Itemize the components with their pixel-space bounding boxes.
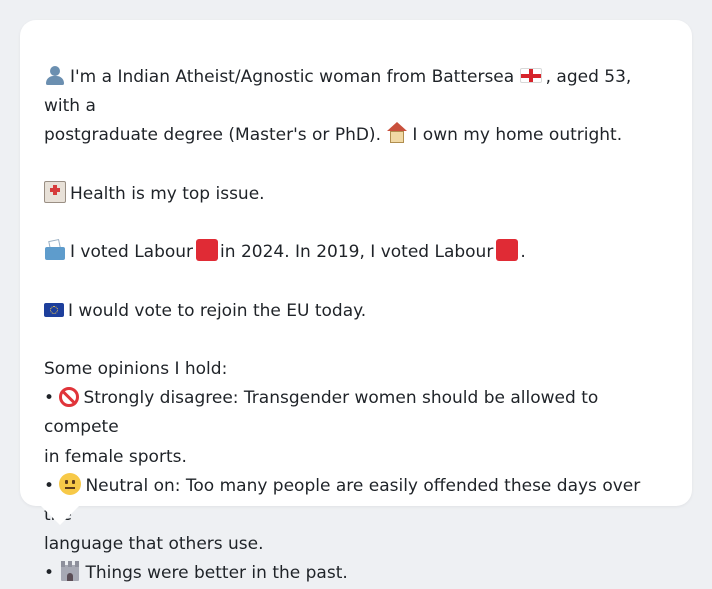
neutral-face-icon — [59, 472, 82, 495]
intro-text-1: I'm a Indian Atheist/Agnostic woman from… — [70, 67, 515, 87]
castle-icon — [59, 560, 81, 582]
intro-text-1b: , aged 53, with a — [44, 67, 632, 117]
opinion1-text-2: in female sports. — [44, 446, 187, 467]
opinion1-text-1: Strongly disagree: Transgender women sho… — [44, 388, 599, 438]
vote-text-c: . — [520, 242, 526, 263]
house-icon — [386, 122, 408, 144]
intro-text-2b: I own my home outright. — [412, 125, 623, 146]
vote-line: I voted Labour in 2024. In 2019, I voted … — [44, 238, 668, 267]
red-square-icon — [196, 239, 219, 262]
opinion2-text-2: language that others use. — [44, 534, 264, 555]
opinion3-text: Things were better in the past. — [85, 563, 348, 584]
vote-text-a: I voted Labour — [70, 242, 194, 263]
england-flag-icon — [519, 68, 542, 83]
opinion-item: • Neutral on: Too many people are easily… — [44, 472, 668, 560]
red-square-icon — [496, 239, 519, 262]
opinion-item: • Strongly disagree: Transgender women s… — [44, 384, 668, 472]
intro-paragraph: I'm a Indian Atheist/Agnostic woman from… — [44, 63, 668, 151]
health-line: Health is my top issue. — [44, 180, 668, 209]
eu-flag-icon — [44, 302, 64, 317]
opinion2-text-1: Neutral on: Too many people are easily o… — [44, 475, 641, 525]
prohibited-icon — [59, 387, 80, 408]
speech-bubble-tail — [40, 505, 80, 525]
ballot-box-icon — [44, 239, 66, 261]
profile-card: I'm a Indian Atheist/Agnostic woman from… — [20, 20, 692, 583]
eu-line: I would vote to rejoin the EU today. — [44, 297, 668, 326]
vote-text-b: in 2024. In 2019, I voted Labour — [220, 242, 494, 263]
intro-text-2: postgraduate degree (Master's or PhD). — [44, 125, 381, 146]
bullet: • — [44, 475, 55, 496]
bullet: • — [44, 563, 55, 584]
hospital-icon — [44, 180, 66, 203]
health-text: Health is my top issue. — [70, 183, 265, 204]
person-icon — [44, 64, 66, 86]
opinions-heading: Some opinions I hold: — [44, 358, 228, 379]
eu-text: I would vote to rejoin the EU today. — [68, 300, 367, 321]
bullet: • — [44, 388, 55, 409]
opinion-item: • Things were better in the past. — [44, 559, 668, 588]
